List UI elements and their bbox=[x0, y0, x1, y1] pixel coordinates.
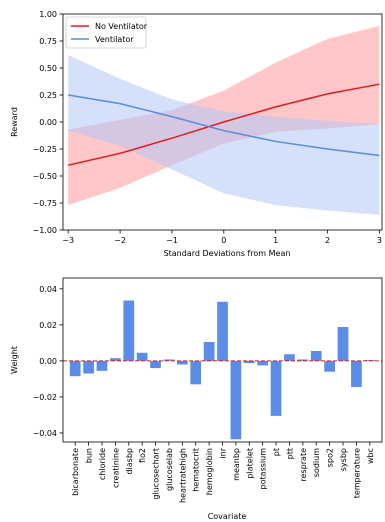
x-tick-label: ptt bbox=[285, 448, 294, 459]
y-tick-label: 0.04 bbox=[39, 285, 57, 294]
bar-glucosechart bbox=[150, 360, 161, 369]
x-tick-label: wbc bbox=[366, 448, 375, 464]
x-tick-label: bun bbox=[85, 448, 94, 463]
x-tick-label: fio2 bbox=[138, 448, 147, 463]
x-tick-label: sysbp bbox=[339, 448, 348, 471]
legend-label: Ventilator bbox=[95, 35, 134, 44]
bar-pt bbox=[270, 360, 282, 416]
x-tick-label: −3 bbox=[62, 236, 74, 245]
x-tick-label: 3 bbox=[377, 236, 382, 245]
x-tick-label: temperature bbox=[352, 448, 361, 498]
x-tick-label: bicarbonate bbox=[71, 448, 80, 496]
confidence-band-1 bbox=[68, 55, 380, 215]
x-tick-label: resprate bbox=[299, 448, 308, 482]
weight-bar-chart: −0.04 −0.02 0.00 0.02 0.04 bicarbonate bun chl… bbox=[10, 277, 383, 521]
y-axis-label: Weight bbox=[10, 346, 19, 374]
x-tick-label: inr bbox=[219, 447, 228, 458]
bar-meanbp bbox=[230, 360, 242, 440]
series-line-1 bbox=[68, 94, 380, 157]
y-tick-label: 0.75 bbox=[39, 37, 57, 46]
x-tick-label: sodium bbox=[312, 448, 321, 477]
x-tick-label: glucosechart bbox=[152, 448, 161, 500]
y-tick-label: 0.00 bbox=[39, 118, 57, 127]
bar-potassium bbox=[257, 360, 269, 366]
bar-hemoglobin bbox=[203, 341, 215, 361]
x-tick-label: 1 bbox=[273, 236, 278, 245]
bar-diasbp bbox=[123, 300, 135, 361]
x-tick-label: potassium bbox=[259, 448, 268, 490]
y-tick-label: 0.50 bbox=[39, 64, 57, 73]
y-tick-label: 0.00 bbox=[39, 357, 57, 366]
bar-fio2 bbox=[136, 352, 148, 361]
legend-label: No Ventilator bbox=[95, 22, 148, 31]
x-tick-label: hematocrit bbox=[192, 448, 201, 492]
x-tick-label: −1 bbox=[166, 236, 178, 245]
x-tick-label: glucoselab bbox=[165, 448, 174, 491]
x-tick-label: creatinine bbox=[111, 448, 120, 488]
bar-bicarbonate bbox=[69, 360, 81, 377]
legend-box bbox=[65, 16, 147, 49]
bar-resprate bbox=[297, 359, 309, 361]
bar-heartratehigh bbox=[176, 360, 188, 365]
bar-glucoselab bbox=[163, 359, 175, 361]
x-tick-label: platelet bbox=[245, 448, 254, 479]
bar-chloride bbox=[96, 360, 108, 371]
x-axis-label: Standard Deviations from Mean bbox=[164, 249, 291, 258]
y-tick-label: −1.00 bbox=[32, 226, 57, 235]
bar-sysbp bbox=[337, 327, 349, 361]
bar-spo2 bbox=[324, 360, 335, 372]
legend: No Ventilator Ventilator bbox=[65, 16, 148, 49]
x-tick-label: 0 bbox=[221, 236, 226, 245]
series-line-0 bbox=[68, 83, 380, 166]
bar-temperature bbox=[351, 360, 362, 388]
x-tick-label: −2 bbox=[114, 236, 126, 245]
bar-ptt bbox=[284, 354, 295, 361]
bar-sodium bbox=[310, 350, 322, 361]
y-tick-label: −0.50 bbox=[32, 172, 57, 181]
y-tick-label: 0.25 bbox=[39, 91, 57, 100]
y-axis-label: Reward bbox=[10, 107, 19, 137]
reward-line-chart: −1.00 −0.75 −0.50 −0.25 0.00 0.25 0.50 0.75 1.00… bbox=[10, 10, 383, 258]
x-tick-label: spo2 bbox=[326, 448, 335, 467]
bar-bun bbox=[83, 360, 94, 374]
x-tick-label: pt bbox=[272, 448, 281, 456]
y-tick-label: −0.04 bbox=[32, 429, 57, 438]
x-axis-label: Covariate bbox=[208, 512, 247, 521]
y-tick-label: −0.25 bbox=[32, 145, 57, 154]
x-tick-label: chloride bbox=[98, 448, 107, 480]
y-tick-label: −0.75 bbox=[32, 199, 57, 208]
bar-creatinine bbox=[110, 358, 121, 361]
bar-platelet bbox=[243, 360, 255, 364]
bar-hematocrit bbox=[190, 360, 202, 385]
bar-inr bbox=[217, 301, 228, 361]
y-tick-label: 0.02 bbox=[39, 321, 57, 330]
x-tick-label: hemoglobin bbox=[205, 448, 214, 495]
x-tick-label: 2 bbox=[325, 236, 330, 245]
x-tick-label: diasbp bbox=[125, 448, 134, 475]
x-tick-label: meanbp bbox=[232, 448, 241, 481]
x-tick-label: heartratehigh bbox=[178, 448, 187, 503]
y-tick-label: −0.02 bbox=[32, 393, 57, 402]
y-tick-label: 1.00 bbox=[39, 10, 57, 19]
